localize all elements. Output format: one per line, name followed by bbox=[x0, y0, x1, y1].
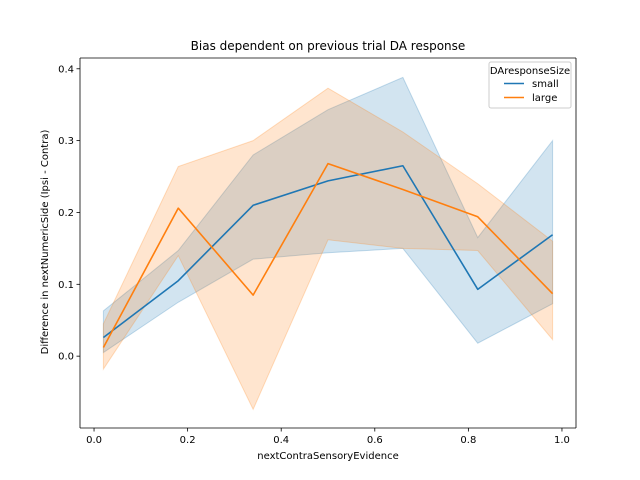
legend-box bbox=[488, 61, 572, 109]
y-tick-label: 0.4 bbox=[58, 64, 74, 75]
legend-label-small: small bbox=[532, 79, 559, 90]
plot-area: 0.0 0.2 0.4 0.6 0.8 1.0 0.0 0.1 0.2 0.3 0.4 bbox=[58, 57, 577, 446]
y-axis-label: Difference in nextNumericSide (Ipsi - Co… bbox=[40, 130, 51, 355]
x-tick-label: 0.2 bbox=[180, 435, 196, 446]
legend-title: DAresponseSize bbox=[490, 66, 570, 77]
y-tick-label: 0.3 bbox=[58, 136, 74, 147]
ci-band-large bbox=[102, 87, 554, 411]
y-tick-label: 0.1 bbox=[58, 280, 74, 291]
legend-label-large: large bbox=[532, 93, 557, 104]
y-tick-label: 0.0 bbox=[58, 352, 74, 363]
x-tick-label: 0.0 bbox=[86, 435, 102, 446]
series-line-large bbox=[102, 162, 554, 348]
x-tick-label: 0.4 bbox=[273, 435, 289, 446]
x-tick-label: 0.6 bbox=[367, 435, 383, 446]
series-line-small bbox=[102, 164, 554, 339]
x-tick-label: 1.0 bbox=[554, 435, 570, 446]
chart-title: Bias dependent on previous trial DA resp… bbox=[191, 39, 466, 53]
legend: DAresponseSize small large bbox=[488, 61, 572, 109]
x-axis-label: nextContraSensoryEvidence bbox=[257, 451, 398, 462]
ci-band-small bbox=[102, 76, 554, 354]
y-tick-label: 0.2 bbox=[58, 208, 74, 219]
x-tick-label: 0.8 bbox=[460, 435, 476, 446]
